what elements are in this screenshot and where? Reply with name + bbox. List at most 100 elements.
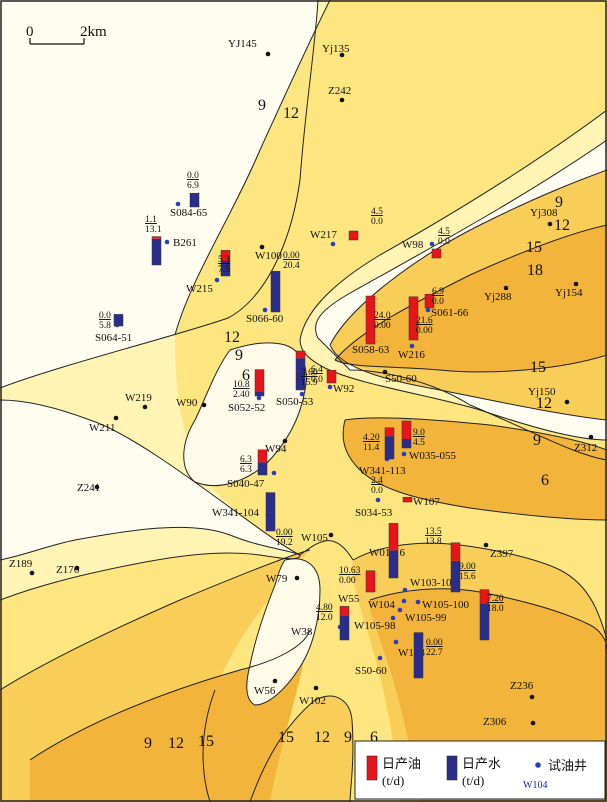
oil-value: 0.00 bbox=[276, 528, 293, 538]
oil-bar bbox=[258, 449, 267, 463]
test-well-marker bbox=[390, 615, 396, 621]
production-bar: 24.00.00 bbox=[365, 295, 391, 345]
production-bar: 0.06.9 bbox=[187, 171, 200, 208]
test-well-marker bbox=[429, 241, 435, 247]
scale-end: 2km bbox=[80, 24, 107, 40]
well-label: W56 bbox=[254, 685, 276, 697]
water-value: 15.9 bbox=[301, 378, 318, 388]
bar-outline bbox=[365, 295, 376, 345]
well-label: YJ145 bbox=[228, 38, 257, 50]
well: W035-055 bbox=[401, 450, 457, 462]
well: W105-98 bbox=[354, 615, 396, 632]
test-well-marker bbox=[175, 201, 181, 207]
oil-value: 9.0 bbox=[413, 428, 425, 438]
water-value: 20.4 bbox=[283, 261, 300, 271]
contour-label: 12 bbox=[554, 217, 570, 234]
test-well-marker bbox=[262, 307, 268, 313]
production-bar: 9.04.5 bbox=[401, 420, 425, 449]
oil-bar bbox=[349, 231, 358, 240]
well-marker bbox=[259, 244, 265, 250]
water-value: 0.00 bbox=[416, 326, 433, 336]
well-label: S50-60 bbox=[385, 373, 417, 385]
well: Yj150 bbox=[528, 386, 570, 405]
well-label: S061-66 bbox=[431, 307, 469, 319]
oil-bar bbox=[255, 369, 264, 392]
bar-outline bbox=[265, 492, 276, 532]
well-label: W102 bbox=[299, 695, 326, 707]
well: W217 bbox=[310, 229, 337, 247]
test-well-marker bbox=[409, 343, 415, 349]
contour-label: 15 bbox=[278, 729, 294, 746]
water-bar bbox=[114, 314, 123, 326]
well-label: W55 bbox=[338, 593, 360, 605]
legend-test-well-icon bbox=[535, 762, 541, 768]
water-bar bbox=[152, 238, 161, 265]
well-marker bbox=[313, 685, 319, 691]
production-bar: 13.513.8 bbox=[388, 523, 442, 579]
well: W102 bbox=[299, 685, 326, 707]
well: Z176 bbox=[56, 564, 80, 576]
water-value: 13.1 bbox=[145, 225, 162, 235]
production-bar: 4.50.0 bbox=[348, 207, 383, 241]
oil-value: 10.8 bbox=[233, 380, 250, 390]
water-value: 18.0 bbox=[487, 604, 504, 614]
legend-water-unit: (t/d) bbox=[462, 773, 484, 788]
well-label: W211 bbox=[89, 422, 115, 434]
water-bar bbox=[221, 261, 230, 276]
well: Z236 bbox=[510, 680, 535, 700]
well: W105-100 bbox=[415, 599, 470, 611]
contour-label: 9 bbox=[235, 347, 243, 364]
production-bar: 6.40.0 bbox=[311, 365, 337, 385]
oil-value: 24.0 bbox=[374, 311, 391, 321]
well-label: W341-113 bbox=[359, 465, 406, 477]
well-marker bbox=[272, 678, 278, 684]
well-label: S052-52 bbox=[228, 402, 265, 414]
bar-outline bbox=[431, 248, 442, 259]
well-label: Z312 bbox=[574, 442, 597, 454]
contour-label: 15 bbox=[198, 733, 214, 750]
oil-value: 1.1 bbox=[145, 215, 157, 225]
test-well-marker bbox=[299, 391, 305, 397]
well: S084-65 bbox=[170, 201, 208, 219]
well: S50-60 bbox=[355, 655, 387, 677]
water-bar bbox=[296, 358, 305, 390]
oil-value: 4.5 bbox=[438, 227, 450, 237]
bar-outline bbox=[270, 270, 281, 313]
well-label: W105-99 bbox=[405, 612, 447, 624]
contour-label: 12 bbox=[536, 395, 552, 412]
contour-label: 12 bbox=[224, 329, 240, 346]
well-label: Yj288 bbox=[484, 291, 512, 303]
oil-bar bbox=[152, 236, 161, 239]
well-label: W341-104 bbox=[212, 507, 260, 519]
oil-bar bbox=[402, 421, 411, 439]
bar-outline bbox=[348, 230, 359, 241]
oil-bar bbox=[296, 351, 305, 359]
well-label: Z241 bbox=[77, 482, 100, 494]
scale-start: 0 bbox=[26, 24, 34, 40]
well-label: W90 bbox=[176, 397, 198, 409]
well: S040-47 bbox=[227, 470, 277, 490]
oil-bar bbox=[385, 427, 394, 437]
well: W211 bbox=[89, 415, 119, 434]
legend-water-label: 日产水 bbox=[462, 756, 501, 771]
oil-value: 5.3 bbox=[218, 255, 230, 265]
valley-low bbox=[183, 342, 320, 705]
well: Z189 bbox=[9, 558, 35, 576]
contour-labels: 9 12 6 9 12 15 18 15 12 9 6 9 12 15 15 1… bbox=[144, 97, 570, 752]
contour-label: 12 bbox=[168, 735, 184, 752]
well: W215 bbox=[186, 277, 220, 295]
water-bar bbox=[340, 616, 349, 640]
well-marker bbox=[530, 720, 536, 726]
water-bar bbox=[389, 550, 398, 578]
water-value: 4.5 bbox=[413, 438, 425, 448]
well-label: Z236 bbox=[510, 680, 534, 692]
well-label: W105-100 bbox=[422, 599, 470, 611]
well-label: Z397 bbox=[490, 548, 514, 560]
well-label: S50-60 bbox=[355, 665, 387, 677]
oil-value: 0.00 bbox=[426, 638, 443, 648]
contour-label: 12 bbox=[314, 729, 330, 746]
